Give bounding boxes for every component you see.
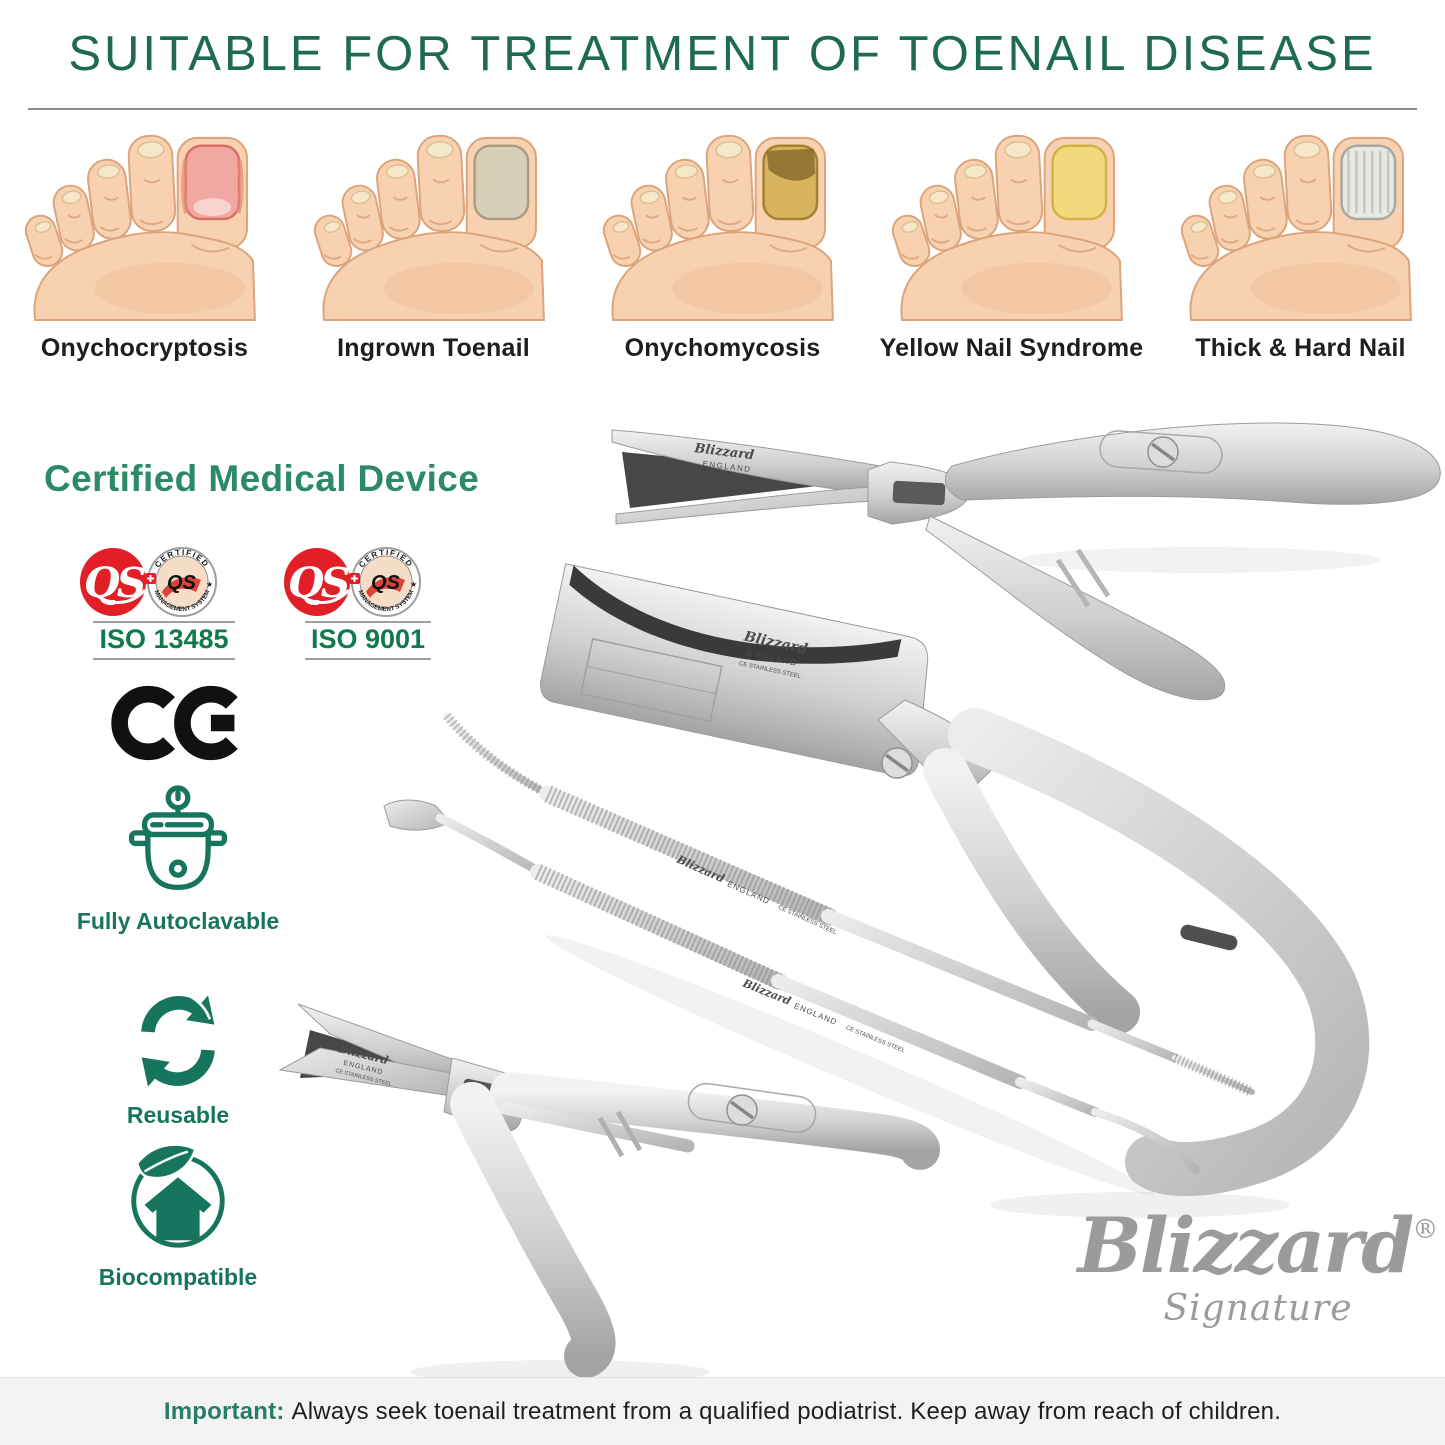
condition-label: Onychomycosis — [624, 334, 821, 362]
brand-tagline: Signature — [1163, 1288, 1353, 1329]
feature-label: Fully Autoclavable — [76, 908, 280, 934]
footer-note: Important: Always seek toenail treatment… — [0, 1377, 1445, 1445]
ce-mark-icon — [111, 685, 238, 761]
condition-label: Yellow Nail Syndrome — [879, 334, 1144, 362]
toenail-clipper: Blizzard ENGLAND CE STAINLESS STEEL — [540, 563, 1370, 1197]
foot-illustration — [602, 134, 834, 322]
svg-text:QS: QS — [288, 559, 349, 607]
brand-logo: Blizzard® Signature — [1075, 1201, 1441, 1330]
qs-certification-badge: QS CERTIFIED MANAGEMENT SYSTEM QS ★ — [284, 547, 421, 617]
condition-cell: Yellow Nail Syndrome — [867, 124, 1156, 363]
header-divider — [28, 108, 1417, 110]
foot-illustration — [1180, 134, 1412, 322]
biocompatible-icon — [131, 1143, 225, 1248]
svg-text:QS: QS — [84, 559, 145, 607]
foot-illustration — [313, 134, 545, 322]
condition-cell: Onychocryptosis — [0, 124, 289, 363]
feature-autoclavable: Fully Autoclavable — [62, 784, 294, 935]
iso-label: ISO 9001 — [304, 621, 432, 660]
svg-text:★: ★ — [410, 580, 417, 589]
autoclave-icon — [128, 785, 228, 891]
qs-certification-badge: QS CERTIFIED MANAGEMENT SYSTEM QS ★ — [80, 547, 217, 617]
svg-text:QS: QS — [371, 572, 401, 594]
recycle-icon — [141, 990, 215, 1087]
condition-cell: Onychomycosis — [578, 124, 867, 363]
feature-label: Biocompatible — [98, 1264, 258, 1290]
iso-badge: QS CERTIFIED MANAGEMENT SYSTEM QS ★ ISO … — [282, 546, 454, 660]
feature-biocompatible: Biocompatible — [62, 1136, 294, 1291]
condition-cell: Thick & Hard Nail — [1156, 124, 1445, 363]
page-title: SUITABLE FOR TREATMENT OF TOENAIL DISEAS… — [68, 27, 1377, 81]
foot-illustration — [24, 134, 256, 322]
feature-label: Reusable — [126, 1102, 230, 1128]
svg-text:QS: QS — [167, 572, 197, 594]
svg-text:★: ★ — [206, 580, 213, 589]
iso-badge: QS CERTIFIED MANAGEMENT SYSTEM QS ★ ISO … — [78, 546, 250, 660]
nail-file-straight: Blizzard ENGLAND CE STAINLESS STEEL — [443, 712, 1255, 1097]
iso-label: ISO 13485 — [93, 621, 235, 660]
nail-nipper-large: Blizzard ENGLAND CE STAINLESS STEEL — [611, 422, 1441, 701]
iso-badges-row: QS CERTIFIED MANAGEMENT SYSTEM QS ★ ISO … — [78, 546, 454, 660]
registered-mark: ® — [1412, 1215, 1439, 1245]
footer-highlight: Important: — [163, 1397, 285, 1425]
conditions-row: Onychocryptosis Ingrown Toenail Onychomy… — [0, 124, 1445, 363]
certified-heading: Certified Medical Device — [44, 458, 480, 499]
condition-cell: Ingrown Toenail — [289, 124, 578, 363]
condition-label: Onychocryptosis — [40, 334, 249, 362]
engraving-brand: Blizzard — [693, 441, 755, 463]
condition-label: Thick & Hard Nail — [1195, 334, 1406, 362]
footer-text: Always seek toenail treatment from a qua… — [291, 1397, 1282, 1425]
brand-name: Blizzard® — [1077, 1201, 1439, 1290]
ce-mark — [106, 682, 246, 769]
nail-nipper-small: Blizzard ENGLAND CE STAINLESS STEEL — [278, 1003, 940, 1378]
condition-label: Ingrown Toenail — [337, 334, 530, 362]
feature-reusable: Reusable — [62, 990, 294, 1129]
foot-illustration — [891, 134, 1123, 322]
nail-file-curved: Blizzard ENGLAND CE STAINLESS STEEL — [383, 799, 1200, 1174]
